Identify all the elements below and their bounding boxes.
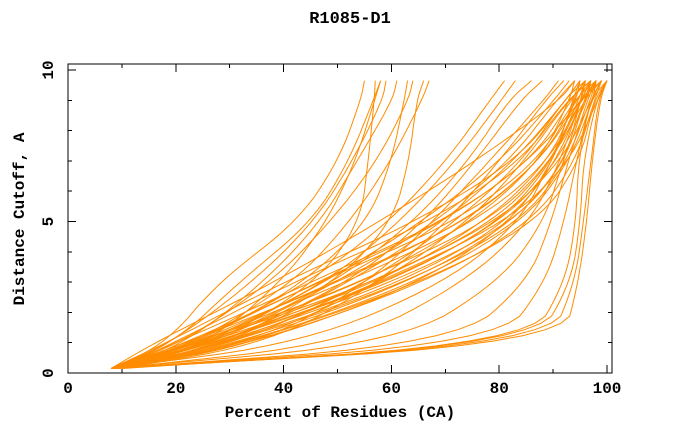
model-accuracy-curve (110, 80, 586, 369)
axis-ticks (67, 64, 612, 374)
model-accuracy-curve (116, 80, 576, 369)
model-accuracy-curve (110, 80, 586, 369)
model-accuracy-curve (121, 80, 543, 369)
model-accuracy-curve (110, 80, 365, 369)
axis-tick-labels: 0 20 40 60 80 100 0 5 10 (40, 60, 621, 398)
y-tick-label: 10 (40, 60, 58, 79)
x-tick-label: 20 (166, 380, 185, 398)
data-curves (110, 80, 608, 369)
y-tick-label: 0 (40, 368, 58, 378)
model-accuracy-curve (116, 80, 586, 369)
model-accuracy-curve (110, 80, 576, 369)
y-tick-label: 5 (40, 217, 58, 227)
model-accuracy-curve (121, 80, 602, 369)
model-accuracy-curve (116, 80, 532, 369)
model-accuracy-curve (111, 80, 597, 369)
model-accuracy-curve (111, 80, 586, 369)
x-tick-label: 80 (490, 380, 509, 398)
model-accuracy-curve (116, 80, 592, 369)
plot-frame (67, 63, 613, 374)
model-accuracy-curve (121, 80, 608, 369)
x-axis-label: Percent of Residues (CA) (225, 404, 455, 422)
model-accuracy-curve (110, 80, 592, 369)
x-tick-label: 100 (593, 380, 622, 398)
model-accuracy-curve (111, 80, 603, 369)
model-accuracy-curve (110, 80, 570, 369)
y-axis-label: Distance Cutoff, A (11, 132, 29, 305)
model-accuracy-curve (110, 80, 586, 369)
chart-title: R1085-D1 (309, 10, 391, 29)
model-accuracy-curve (116, 80, 592, 369)
x-tick-label: 60 (382, 380, 401, 398)
model-accuracy-curve (110, 80, 516, 369)
model-accuracy-curve (116, 80, 597, 369)
model-accuracy-curve (116, 80, 581, 369)
model-accuracy-curve (110, 80, 506, 369)
x-tick-label: 0 (63, 380, 73, 398)
model-accuracy-curve (110, 80, 382, 369)
model-accuracy-curve (110, 80, 414, 369)
model-accuracy-curve (116, 80, 608, 369)
model-accuracy-curve (111, 80, 608, 369)
model-accuracy-curve (121, 80, 565, 369)
model-accuracy-curve (111, 80, 608, 369)
model-accuracy-curve (110, 80, 387, 369)
model-accuracy-curve (116, 80, 592, 369)
model-accuracy-curve (111, 80, 592, 369)
model-accuracy-curve (111, 80, 586, 369)
model-accuracy-curve (116, 80, 592, 369)
model-accuracy-curve (116, 80, 559, 369)
model-accuracy-curve (121, 80, 597, 369)
x-tick-label: 40 (274, 380, 293, 398)
model-accuracy-curve (121, 80, 602, 369)
model-accuracy-curve (121, 80, 581, 369)
model-accuracy-curve (116, 80, 597, 369)
